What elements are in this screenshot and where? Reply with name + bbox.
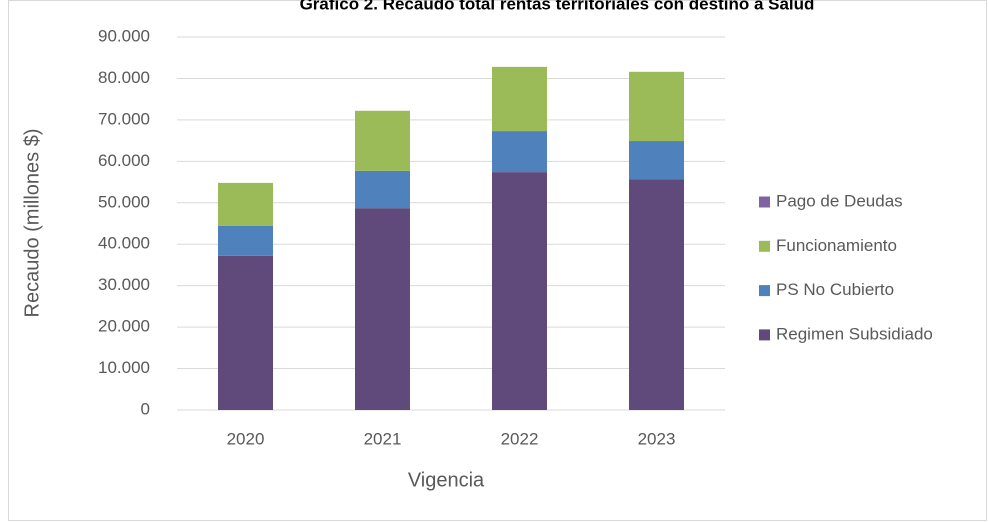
legend-label: Regimen Subsidiado [776,324,933,343]
y-tick-label: 60.000 [98,151,150,170]
bar-segment [629,179,684,410]
legend-label: PS No Cubierto [776,280,894,299]
bar-segment [218,182,273,226]
x-tick-label: 2020 [227,429,265,448]
y-tick-label: 10.000 [98,358,150,377]
y-tick-label: 30.000 [98,275,150,294]
legend-label: Funcionamiento [776,236,897,255]
y-tick-label: 40.000 [98,234,150,253]
bar-segment [355,110,410,171]
bar-segment [492,131,547,173]
y-tick-label: 0 [141,399,150,418]
bar-segment [492,66,547,132]
legend-swatch [759,196,770,208]
bar-segment [218,255,273,410]
bar-segment [355,170,410,209]
bar-segment [629,71,684,142]
y-tick-label: 80.000 [98,68,150,87]
y-axis-label: Recaudo (millones $) [21,129,43,318]
y-tick-label: 90.000 [98,26,150,45]
bar-segment [355,208,410,410]
bar-segment [492,172,547,410]
legend-label: Pago de Deudas [776,191,903,210]
legend-swatch [759,329,770,341]
bar-segment [629,141,684,180]
y-tick-label: 20.000 [98,317,150,336]
x-tick-label: 2023 [638,429,676,448]
x-tick-label: 2021 [364,429,402,448]
y-tick-label: 70.000 [98,109,150,128]
y-tick-label: 50.000 [98,192,150,211]
x-axis-label: Vigencia [408,469,485,491]
chart-title: Gráfico 2. Recaudo total rentas territor… [300,0,815,13]
legend-swatch [759,285,770,297]
x-tick-label: 2022 [501,429,539,448]
bar-segment [218,225,273,256]
legend-swatch [759,240,770,252]
